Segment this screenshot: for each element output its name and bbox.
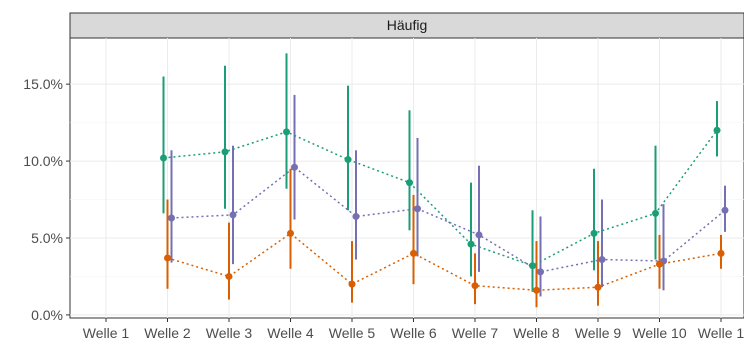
error-bars bbox=[162, 53, 726, 308]
y-tick-label: 5.0% bbox=[31, 230, 63, 246]
x-tick-label: Welle 4 bbox=[267, 325, 314, 341]
y-tick-label: 15.0% bbox=[23, 76, 63, 92]
data-point-series-3 bbox=[164, 254, 171, 262]
plot-panel bbox=[69, 37, 744, 319]
facet-strip-label: Häufig bbox=[387, 17, 427, 33]
data-point-series-2 bbox=[229, 211, 237, 219]
data-point-series-2 bbox=[168, 214, 175, 222]
data-point-series-1 bbox=[344, 156, 352, 164]
series-line-2 bbox=[171, 166, 726, 273]
data-point-series-1 bbox=[529, 262, 536, 270]
facet-strip: Häufig bbox=[69, 12, 744, 39]
panel-border bbox=[69, 37, 744, 319]
data-point-series-1 bbox=[221, 148, 229, 156]
x-tick-label: Welle 7 bbox=[452, 325, 499, 341]
data-point-series-2 bbox=[291, 163, 298, 171]
x-tick-label: Welle 6 bbox=[390, 325, 437, 341]
data-point-series-1 bbox=[406, 179, 413, 187]
data-point-series-2 bbox=[475, 231, 483, 239]
y-tick-label: 0.0% bbox=[31, 307, 63, 323]
data-point-series-1 bbox=[283, 128, 290, 136]
x-axis: Welle 1 Welle 2 Welle 3 Welle 4 Welle 5 Welle… bbox=[83, 318, 744, 341]
data-point-series-2 bbox=[721, 206, 729, 214]
data-point-series-1 bbox=[590, 229, 598, 237]
x-tick-label: Welle 8 bbox=[513, 325, 560, 341]
series-lines bbox=[163, 129, 726, 292]
data-points bbox=[160, 126, 729, 294]
data-point-series-3 bbox=[410, 249, 417, 257]
data-point-series-2 bbox=[414, 205, 421, 213]
data-point-series-2 bbox=[352, 212, 360, 220]
x-tick-label: Welle 10 bbox=[632, 325, 686, 341]
data-point-series-3 bbox=[533, 286, 540, 294]
data-point-series-1 bbox=[467, 240, 475, 248]
data-point-series-3 bbox=[594, 283, 602, 291]
data-point-series-2 bbox=[598, 256, 606, 264]
data-point-series-1 bbox=[652, 209, 659, 217]
x-tick-label: Welle 3 bbox=[206, 325, 253, 341]
x-tick-label: Welle 2 bbox=[144, 325, 191, 341]
data-point-series-3 bbox=[717, 249, 725, 257]
data-point-series-3 bbox=[225, 272, 233, 280]
data-point-series-1 bbox=[160, 154, 167, 162]
data-point-series-2 bbox=[537, 268, 544, 276]
y-tick-label: 10.0% bbox=[23, 153, 63, 169]
x-tick-label: Welle 1 bbox=[83, 325, 130, 341]
series-line-3 bbox=[167, 232, 722, 292]
data-point-series-3 bbox=[287, 229, 294, 237]
y-axis: 0.0% 5.0% 10.0% 15.0% bbox=[23, 76, 70, 323]
data-point-series-3 bbox=[348, 280, 356, 288]
data-point-series-3 bbox=[656, 260, 663, 268]
x-tick-label: Welle 5 bbox=[329, 325, 376, 341]
facet-strip-background bbox=[69, 12, 744, 39]
data-point-series-1 bbox=[713, 126, 721, 134]
data-point-series-3 bbox=[471, 282, 479, 290]
x-tick-label: Welle 9 bbox=[575, 325, 622, 341]
x-tick-label: Welle 1 bbox=[698, 325, 744, 341]
